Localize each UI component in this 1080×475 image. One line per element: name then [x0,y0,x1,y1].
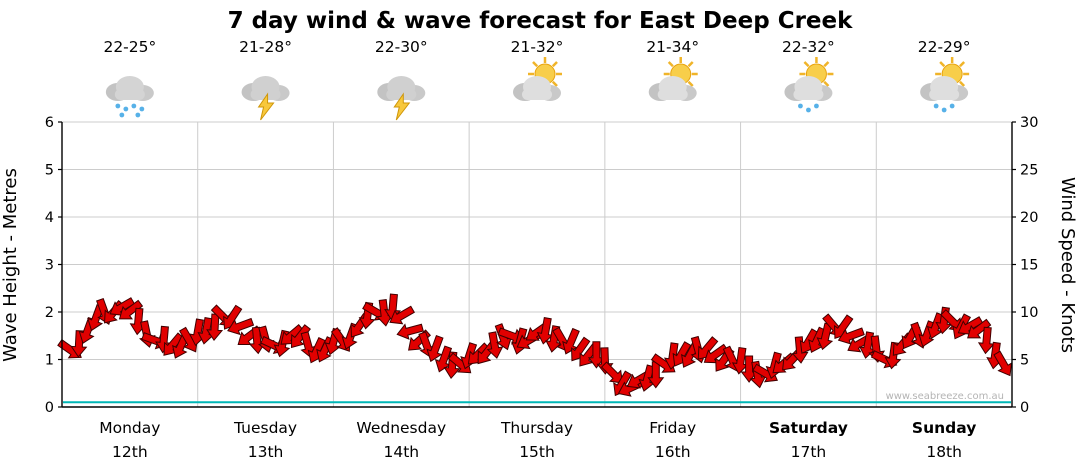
partly-sunny-icon [648,57,698,101]
temp-range-label: 22-32° [782,38,835,56]
temp-range-label: 21-32° [511,38,564,56]
temp-range-label: 22-29° [918,38,971,56]
left-axis-title: Wave Height - Metres [0,168,21,362]
wind-arrow [600,361,624,384]
left-tick-label: 5 [45,163,54,179]
left-tick-label: 1 [45,353,54,369]
wind-arrow [816,322,834,351]
wind-arrow [993,350,1013,377]
left-tick-label: 0 [45,400,54,416]
temp-range-label: 21-34° [646,38,699,56]
day-date-label: 13th [248,443,284,461]
wind-arrow [977,326,995,355]
wind-arrow [290,324,311,349]
wind-arrow [118,299,144,320]
day-name-label: Monday [99,419,160,437]
wind-arrow [486,331,504,359]
partly-sunny-icon [513,57,562,101]
day-name-label: Wednesday [356,419,446,437]
wind-arrow-series [57,293,1013,397]
grid-lines [62,121,1012,407]
wind-arrow [426,335,444,363]
right-tick-label: 0 [1020,400,1029,416]
wind-arrow [562,327,580,355]
wind-arrow [926,312,945,340]
storm-icon [377,76,426,121]
left-tick-label: 2 [45,305,54,321]
day-headers: 22-25° Monday 12th 21-28° Tuesday 13th 22-30° W… [99,38,976,461]
day-name-label: Sunday [912,419,976,437]
wind-arrow [536,317,554,345]
wind-arrow [206,313,224,342]
wind-arrow [703,343,729,364]
right-tick-label: 15 [1020,258,1038,274]
axes: 0 1 2 3 4 5 6 0 5 10 15 20 25 30 [45,115,1039,416]
wind-arrow [731,346,749,375]
wind-arrow [87,304,105,332]
day-name-label: Saturday [769,419,848,437]
right-tick-label: 25 [1020,163,1038,179]
wind-arrow [967,318,992,339]
right-axis-title: Wind Speed - Knots [1057,177,1078,353]
right-tick-label: 10 [1020,305,1038,321]
wind-arrow [587,341,605,369]
day-date-label: 14th [383,443,419,461]
left-tick-label: 3 [45,258,54,274]
day-name-label: Friday [649,419,696,437]
wind-arrow [837,327,865,345]
storm-icon [241,76,290,121]
day-date-label: 15th [519,443,555,461]
right-tick-label: 30 [1020,115,1038,131]
watermark: www.seabreeze.com.au [886,391,1004,402]
wind-arrow [638,364,655,392]
rain-icon [105,76,154,118]
chart-title: 7 day wind & wave forecast for East Deep… [228,8,854,34]
day-name-label: Thursday [500,419,573,437]
wind-arrow [227,317,255,336]
temp-range-label: 22-30° [375,38,428,56]
day-date-label: 17th [791,443,827,461]
day-date-label: 16th [655,443,691,461]
left-tick-label: 6 [45,115,54,131]
right-tick-label: 5 [1020,353,1029,369]
temp-range-label: 22-25° [103,38,156,56]
wind-arrow [434,345,453,373]
temp-range-label: 21-28° [239,38,292,56]
day-date-label: 18th [926,443,962,461]
wind-arrow [647,361,665,389]
wind-arrow [389,305,415,325]
day-date-label: 12th [112,443,148,461]
day-name-label: Tuesday [233,419,297,437]
right-tick-label: 20 [1020,210,1038,226]
wind-arrow [396,323,424,340]
left-tick-label: 4 [45,210,54,226]
sun-showers-icon [920,57,970,113]
sun-showers-icon [784,57,834,113]
